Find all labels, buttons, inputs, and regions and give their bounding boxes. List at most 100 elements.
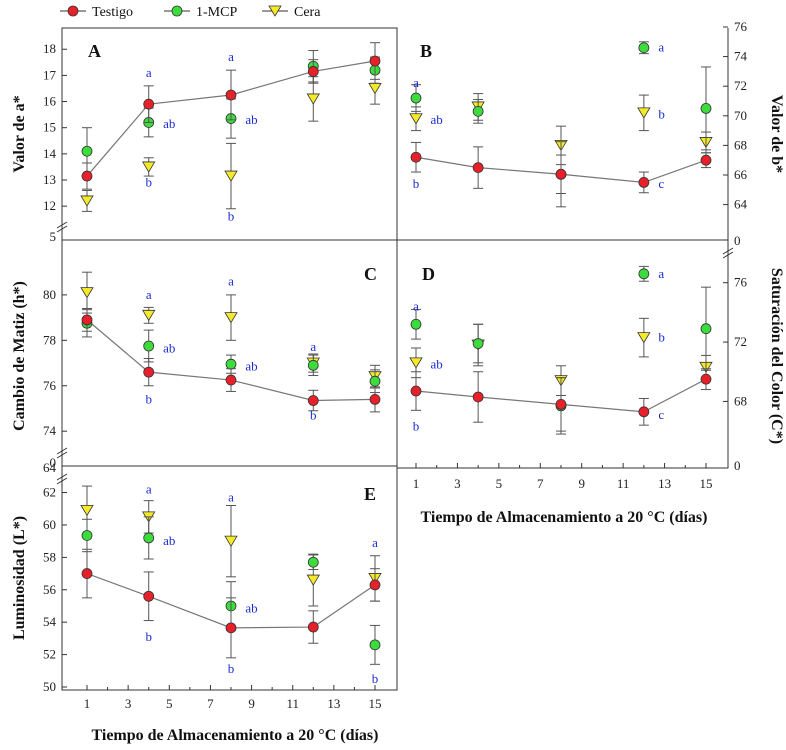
point-testigo bbox=[143, 98, 155, 110]
x-tick-label: 5 bbox=[166, 696, 173, 711]
panel-letter: E bbox=[364, 484, 376, 504]
significance-label: ab bbox=[163, 340, 175, 355]
axis-break-mark bbox=[56, 451, 68, 459]
y-axis-label: Valor de a* bbox=[11, 95, 28, 172]
significance-label: a bbox=[372, 535, 378, 550]
legend-label-1mcp: 1-MCP bbox=[196, 5, 237, 20]
point-1mcp bbox=[638, 268, 650, 280]
y-tick-label: 56 bbox=[43, 582, 57, 597]
point-testigo bbox=[700, 373, 712, 385]
y-tick-label: 76 bbox=[43, 378, 57, 393]
point-cera bbox=[306, 574, 320, 586]
y-tick-label: 70 bbox=[734, 108, 747, 123]
significance-label: a bbox=[228, 49, 234, 64]
significance-label: ab bbox=[163, 533, 175, 548]
point-1mcp bbox=[700, 323, 712, 335]
y-tick-label: 18 bbox=[43, 41, 56, 56]
point-testigo bbox=[410, 385, 422, 397]
significance-label: b bbox=[413, 176, 420, 191]
point-testigo bbox=[225, 374, 237, 386]
y-tick-label: 50 bbox=[43, 679, 56, 694]
y-break-label: 0 bbox=[50, 455, 57, 470]
point-cera bbox=[142, 309, 156, 322]
y-tick-label: 62 bbox=[43, 485, 56, 500]
point-1mcp bbox=[81, 145, 93, 157]
y-tick-label: 78 bbox=[43, 332, 56, 347]
left-column-frame bbox=[61, 27, 398, 691]
point-cera bbox=[637, 332, 651, 344]
point-testigo bbox=[472, 162, 484, 174]
legend-marker-cera bbox=[268, 5, 282, 17]
y-tick-label: 76 bbox=[734, 275, 748, 290]
significance-label: b bbox=[145, 391, 152, 406]
point-1mcp bbox=[143, 532, 155, 544]
significance-label: a bbox=[413, 75, 419, 90]
y-break-label: 0 bbox=[734, 233, 741, 248]
significance-label: a bbox=[310, 339, 316, 354]
point-testigo bbox=[143, 590, 155, 602]
point-cera bbox=[368, 83, 382, 95]
point-testigo bbox=[472, 391, 484, 403]
y-tick-label: 68 bbox=[734, 393, 747, 408]
significance-label: b bbox=[658, 330, 665, 345]
significance-label: a bbox=[228, 489, 234, 504]
y-axis-label: Valor de b* bbox=[768, 95, 785, 173]
point-testigo bbox=[369, 579, 381, 591]
point-cera bbox=[142, 161, 156, 173]
y-break-label-bottom: 0 bbox=[734, 458, 741, 473]
axis-break-mark bbox=[56, 225, 68, 233]
axis-break-mark bbox=[722, 247, 734, 255]
axis-break-mark bbox=[722, 251, 734, 259]
point-testigo bbox=[638, 406, 650, 418]
y-tick-label: 15 bbox=[43, 120, 56, 135]
y-tick-label: 14 bbox=[43, 146, 57, 161]
y-tick-label: 72 bbox=[734, 334, 747, 349]
significance-label: b bbox=[228, 209, 235, 224]
y-tick-label: 74 bbox=[734, 49, 748, 64]
significance-label: b bbox=[413, 419, 420, 434]
significance-label: a bbox=[146, 65, 152, 80]
point-testigo bbox=[638, 176, 650, 188]
point-testigo bbox=[555, 398, 567, 410]
significance-label: b bbox=[145, 175, 152, 190]
point-1mcp bbox=[369, 639, 381, 651]
point-cera bbox=[80, 195, 94, 207]
x-tick-label: 7 bbox=[207, 696, 214, 711]
panel-letter: B bbox=[420, 41, 432, 61]
x-tick-label: 3 bbox=[125, 696, 132, 711]
point-cera bbox=[224, 535, 238, 547]
legend-marker-testigo bbox=[67, 5, 79, 17]
point-testigo bbox=[369, 393, 381, 405]
y-axis-label: Luminosidad (L*) bbox=[11, 516, 28, 640]
point-testigo bbox=[225, 89, 237, 101]
y-tick-label: 52 bbox=[43, 647, 56, 662]
y-tick-label: 16 bbox=[43, 94, 57, 109]
significance-label: c bbox=[658, 176, 664, 191]
point-1mcp bbox=[307, 556, 319, 568]
point-testigo bbox=[307, 395, 319, 406]
significance-label: b bbox=[658, 106, 665, 121]
right-column-frame bbox=[396, 28, 729, 469]
x-axis-label-right: Tiempo de Almacenamiento a 20 °C (días) bbox=[421, 509, 708, 526]
significance-label: a bbox=[658, 40, 664, 55]
point-1mcp bbox=[700, 103, 712, 114]
point-cera bbox=[637, 107, 651, 119]
significance-label: ab bbox=[163, 116, 175, 131]
significance-label: b bbox=[228, 661, 235, 676]
axis-break-mark bbox=[56, 473, 68, 481]
x-tick-label: 11 bbox=[286, 696, 299, 711]
significance-label: ab bbox=[431, 112, 443, 127]
point-1mcp bbox=[472, 105, 484, 117]
y-axis-label: Cambio de Matiz (h*) bbox=[11, 281, 28, 431]
point-1mcp bbox=[410, 318, 422, 330]
point-testigo bbox=[307, 621, 319, 633]
y-tick-label: 72 bbox=[734, 78, 747, 93]
legend-marker-1mcp bbox=[171, 5, 183, 17]
axis-break-mark bbox=[56, 221, 68, 229]
significance-label: ab bbox=[245, 358, 257, 373]
point-cera bbox=[80, 287, 94, 299]
